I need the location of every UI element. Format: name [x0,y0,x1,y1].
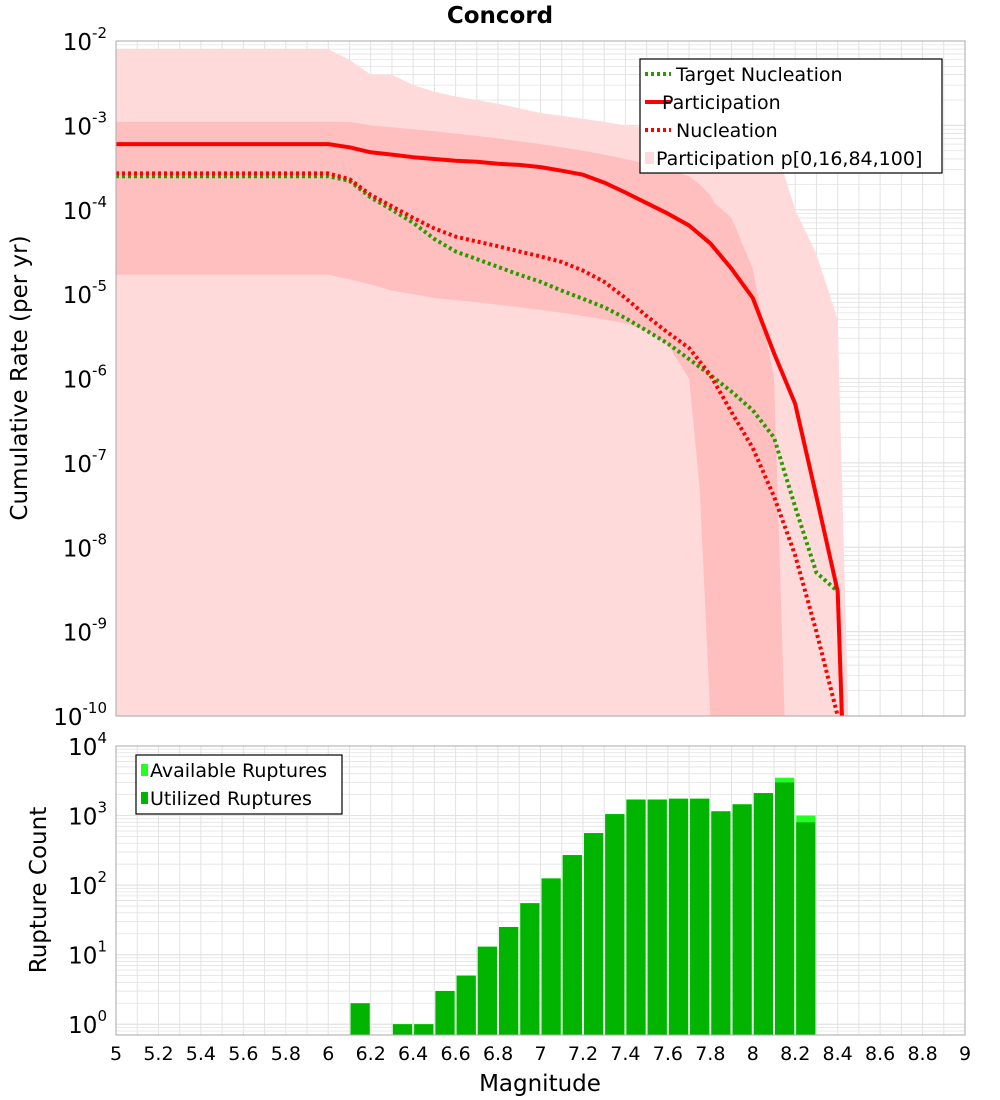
utilized-ruptures-bar [796,822,816,1035]
x-tick-label: 5.2 [143,1043,173,1065]
utilized-ruptures-bar [775,782,795,1035]
utilized-ruptures-bar [541,878,561,1035]
utilized-ruptures-bar [690,798,710,1035]
utilized-ruptures-bar [605,814,625,1035]
bottom-y-tick-label: 100 [68,1007,107,1039]
utilized-ruptures-bar [520,903,540,1035]
chart-title: Concord [447,3,553,29]
legend-participation-label: Participation [662,92,781,114]
bottom-plot-frame [115,745,966,1036]
utilized-ruptures-bar [753,793,773,1035]
top-y-tick-label: 10-9 [63,615,107,647]
bottom-y-tick-label: 104 [68,729,107,761]
x-tick-label: 6.4 [398,1043,428,1065]
utilized-ruptures-bar [647,799,667,1035]
x-tick-label: 9 [959,1043,971,1065]
legend-available-ruptures-label: Available Ruptures [150,760,327,782]
top-y-tick-label: 10-3 [63,108,107,140]
top-legend-box [639,58,943,174]
target-nucleation-line [116,174,840,593]
bottom-legend-box [135,754,343,815]
top-legend: Target Nucleation Participation Nucleation… [639,58,943,174]
x-tick-label: 8.8 [907,1043,937,1065]
participation-line [116,142,844,716]
top-y-tick-label: 10-7 [63,446,107,478]
legend-nucleation-label: Nucleation [676,120,778,142]
top-y-tick-label: 10-2 [63,24,107,56]
utilized-ruptures-bar [668,798,689,1035]
x-tick-label: 7.4 [610,1043,640,1065]
x-tick-label: 8.2 [780,1043,810,1065]
x-tick-label: 7.6 [653,1043,683,1065]
x-axis-title: Magnitude [479,1071,601,1097]
x-tick-label: 5.4 [186,1043,216,1065]
bottom-y-axis-title: Rupture Count [26,807,52,973]
utilized-ruptures-bar [626,799,646,1035]
top-y-tick-label: 10-5 [63,277,107,309]
bottom-y-tick-label: 101 [68,938,107,970]
utilized-ruptures-bar [562,855,582,1035]
utilized-ruptures-bar [414,1024,434,1035]
bottom-y-tick-label: 102 [68,868,107,900]
top-y-axis-title: Cumulative Rate (per yr) [7,235,33,520]
top-y-tick-label: 10-10 [53,699,107,731]
x-tick-label: 7.8 [695,1043,725,1065]
x-tick-label: 5.6 [228,1043,258,1065]
utilized-ruptures-bar [499,927,519,1035]
top-data-area [116,49,849,716]
legend-available-ruptures-swatch [141,764,148,776]
legend-utilized-ruptures-label: Utilized Ruptures [150,788,312,810]
utilized-ruptures-bar [435,991,455,1035]
participation-band-p16-p84 [116,121,785,716]
legend-participation-band-label: Participation p[0,16,84,100] [656,148,922,170]
x-tick-label: 5 [110,1043,122,1065]
top-y-tick-label: 10-4 [63,193,107,225]
utilized-ruptures-bar [392,1024,413,1035]
x-tick-label: 6.6 [440,1043,470,1065]
rupture-bars [350,777,816,1035]
x-tick-label: 7.2 [568,1043,598,1065]
x-tick-label: 8.4 [823,1043,853,1065]
x-tick-label: 5.8 [271,1043,301,1065]
utilized-ruptures-bar [456,975,476,1035]
utilized-ruptures-bar [732,804,752,1035]
legend-target-nucleation-label: Target Nucleation [675,64,843,86]
utilized-ruptures-bar [477,946,497,1035]
x-tick-label: 6.8 [483,1043,513,1065]
cumulative-rate-plot: 10-2 10-3 10-4 10-5 10-6 10-7 10-8 10-9 10-10 Tar… [53,24,966,731]
legend-utilized-ruptures-swatch [141,792,148,804]
legend-participation-band-swatch [645,152,654,164]
x-tick-label: 6 [322,1043,334,1065]
utilized-ruptures-bar [584,833,604,1035]
x-tick-label: 8.6 [865,1043,895,1065]
top-y-tick-label: 10-6 [63,362,107,394]
bottom-y-tick-label: 103 [68,799,107,831]
utilized-ruptures-bar [711,811,731,1035]
nucleation-line [116,171,840,716]
x-tick-label: 8 [747,1043,759,1065]
utilized-ruptures-bar [350,1003,370,1035]
bottom-legend: Available Ruptures Utilized Ruptures [135,754,343,815]
x-tick-label: 6.2 [356,1043,386,1065]
x-tick-label: 7 [534,1043,546,1065]
top-plot-frame [115,40,966,717]
top-y-tick-label: 10-8 [63,530,107,562]
